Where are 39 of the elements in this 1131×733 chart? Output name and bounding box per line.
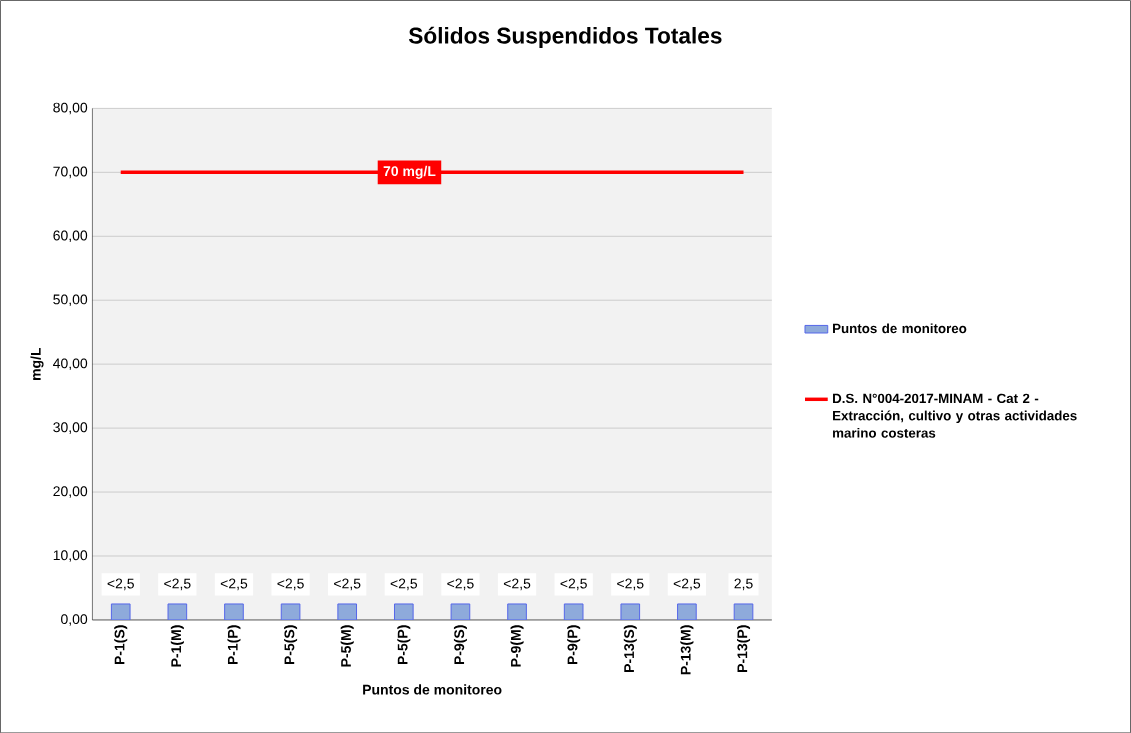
y-tick-label: 40,00 xyxy=(53,358,88,370)
chart-title: Sólidos Suspendidos Totales xyxy=(408,26,722,48)
data-label: <2,5 xyxy=(617,578,644,590)
y-tick-label: 10,00 xyxy=(53,550,88,562)
y-tick-label: 60,00 xyxy=(53,230,88,242)
x-tick-label: P-5(P) xyxy=(397,625,411,664)
y-tick-label: 70,00 xyxy=(53,166,88,178)
x-tick-label: P-13(P) xyxy=(737,625,751,672)
y-tick-label: 0,00 xyxy=(61,614,88,626)
x-axis-title: Puntos de monitoreo xyxy=(363,684,502,695)
data-label: <2,5 xyxy=(107,578,134,590)
x-tick-label: P-1(M) xyxy=(170,625,184,667)
data-label: 2,5 xyxy=(734,578,753,590)
y-tick-label: 20,00 xyxy=(53,486,88,498)
x-tick-label: P-9(S) xyxy=(453,625,467,664)
x-tick-label: P-1(P) xyxy=(227,625,241,664)
legend-label: D.S. N°004-2017-MINAM - Cat 2 - Extracción, cultivo y otras actividades marino costeras xyxy=(833,393,1077,438)
data-label: <2,5 xyxy=(334,578,361,590)
data-label: <2,5 xyxy=(277,578,304,590)
data-label: <2,5 xyxy=(673,578,701,590)
data-label: <2,5 xyxy=(447,578,474,590)
y-tick-label: 80,00 xyxy=(53,102,88,115)
y-tick-label: 30,00 xyxy=(53,422,88,434)
legend-label: Puntos de monitoreo xyxy=(833,323,967,333)
x-tick-label: P-9(M) xyxy=(510,625,524,667)
x-tick-label: P-13(M) xyxy=(680,625,694,675)
x-tick-label: P-9(P) xyxy=(567,625,581,664)
y-axis-title: mg/L xyxy=(30,347,44,380)
x-tick-label: P-5(M) xyxy=(340,625,354,667)
x-tick-label: P-5(S) xyxy=(284,625,298,664)
data-label: <2,5 xyxy=(560,578,587,590)
data-label: <2,5 xyxy=(390,578,418,590)
data-label: <2,5 xyxy=(503,578,531,590)
data-label: <2,5 xyxy=(220,578,248,590)
data-label: <2,5 xyxy=(164,578,191,590)
annotation: 70 mg/L xyxy=(383,165,436,179)
x-tick-label: P-1(S) xyxy=(114,625,128,664)
y-tick-label: 50,00 xyxy=(53,294,88,306)
x-tick-label: P-13(S) xyxy=(623,625,637,672)
